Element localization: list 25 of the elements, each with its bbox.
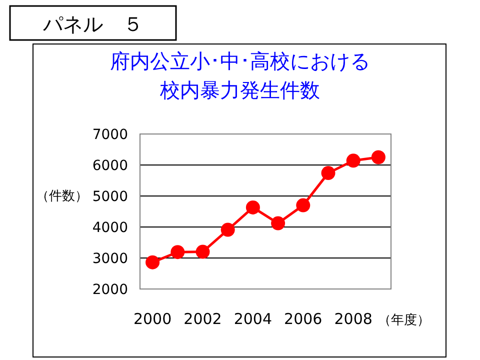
point [220, 222, 235, 237]
point [146, 255, 160, 270]
x-tick-label: 2006 [284, 310, 322, 328]
point [246, 200, 260, 214]
y-tick-label: 5000 [92, 189, 128, 205]
x-tick-label: 2000 [133, 310, 172, 328]
point [296, 198, 310, 212]
point [371, 150, 386, 164]
y-tick-label: 2000 [92, 282, 128, 298]
chart-title: 府内公立小･中･高校における校内暴力発生件数 [110, 49, 370, 102]
y-tick-label: 3000 [92, 251, 128, 267]
y-tick-label: 6000 [92, 158, 128, 174]
x-tick-label: 2004 [234, 310, 272, 328]
point [321, 166, 336, 180]
x-tick-label: 2002 [184, 310, 222, 328]
point [271, 216, 286, 230]
point [196, 244, 210, 259]
y-axis-title: （件数） [36, 189, 88, 204]
x-axis-title: （年度） [378, 312, 430, 328]
text: パネル ５ [42, 12, 143, 36]
y-tick-label: 7000 [92, 127, 128, 143]
point [346, 154, 360, 168]
y-tick-label: 4000 [92, 220, 128, 236]
x-tick-label: 2008 [334, 310, 372, 328]
point [170, 245, 185, 260]
